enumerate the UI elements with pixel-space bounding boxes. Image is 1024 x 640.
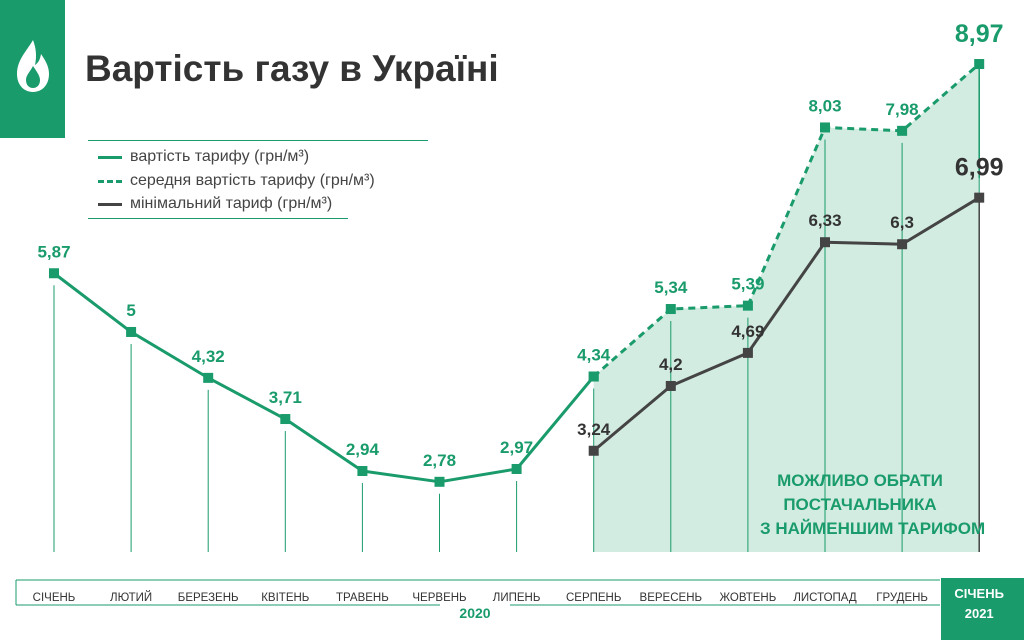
min-tariff-point: [742, 347, 753, 358]
x-tick-label: ЧЕРВЕНЬ: [412, 592, 466, 604]
x-tick-label: СІЧЕНЬ: [33, 592, 76, 604]
tariff-point: [434, 476, 445, 487]
x-tick-label: ЛИПЕНЬ: [493, 592, 541, 604]
legend-item-avg: середня вартість тарифу (грн/м³): [98, 170, 375, 192]
tariff-data-label: 2,97: [500, 438, 533, 457]
legend-rule-top: [88, 140, 428, 141]
min-tariff-data-label: 3,24: [577, 420, 611, 439]
tariff-data-label: 5: [126, 301, 135, 320]
logo-box: [0, 0, 65, 138]
tariff-data-label: 5,87: [37, 242, 70, 261]
x-tick-label: СЕРПЕНЬ: [566, 592, 621, 604]
tariff-point: [357, 466, 368, 477]
x-tick-label: ЖОВТЕНЬ: [720, 592, 777, 604]
avg-tariff-point: [897, 125, 908, 136]
tariff-point: [49, 268, 59, 279]
legend-swatch-solid-green: [98, 155, 122, 159]
year-2020-label: 2020: [459, 605, 490, 621]
avg-tariff-data-label: 8,03: [808, 96, 841, 115]
legend-swatch-dashed-green: [98, 179, 122, 183]
avg-tariff-data-label: 5,34: [654, 278, 688, 297]
flame-icon: [17, 40, 49, 92]
tariff-data-label: 2,78: [423, 451, 456, 470]
min-tariff-data-label: 6,33: [808, 211, 841, 230]
x-tick-label: ЛИСТОПАД: [793, 592, 857, 604]
legend-label-tariff: вартість тарифу (грн/м³): [130, 148, 310, 165]
avg-tariff-line: [592, 62, 981, 378]
legend-label-avg: середня вартість тарифу (грн/м³): [130, 172, 375, 189]
avg-tariff-data-label: 7,98: [886, 100, 919, 119]
legend-rule-bottom: [88, 218, 348, 219]
x-tick-label: БЕРЕЗЕНЬ: [178, 592, 239, 604]
min-tariff-point: [974, 192, 985, 203]
year-2021-box: [941, 578, 1024, 640]
x-tick-label: ТРАВЕНЬ: [336, 592, 389, 604]
legend-swatch-solid-dark: [98, 202, 122, 206]
x-tick-label: КВІТЕНЬ: [261, 592, 309, 604]
min-tariff-data-label: 6,99: [955, 154, 1004, 182]
tariff-point: [280, 414, 291, 425]
min-tariff-data-label: 4,2: [659, 355, 683, 374]
tariff-point: [126, 326, 137, 337]
legend-label-min: мінімальний тариф (грн/м³): [130, 195, 333, 212]
min-tariff-point: [820, 237, 830, 248]
min-tariff-point: [665, 380, 676, 391]
avg-tariff-point: [588, 371, 599, 382]
avg-tariff-point: [974, 59, 985, 70]
min-tariff-point: [588, 445, 599, 456]
avg-tariff-point: [665, 304, 676, 315]
tariff-data-label: 2,94: [346, 440, 380, 459]
avg-tariff-data-label: 8,97: [955, 20, 1004, 48]
shaded-area: [593, 64, 980, 553]
page-title: Вартість газу в Україні: [85, 48, 499, 89]
min-tariff-data-label: 4,69: [731, 322, 764, 341]
tariff-point: [203, 372, 214, 383]
x-tick-label: ВЕРЕСЕНЬ: [640, 592, 703, 604]
callout-line-1: МОЖЛИВО ОБРАТИ: [777, 471, 943, 490]
callout-line-3: З НАЙМЕНШИМ ТАРИФОМ: [760, 519, 986, 538]
avg-tariff-point: [742, 300, 753, 311]
legend-item-tariff: вартість тарифу (грн/м³): [98, 146, 309, 168]
avg-tariff-data-label: 5,39: [731, 275, 764, 294]
x-tick-label: СІЧЕНЬ: [954, 586, 1004, 601]
avg-tariff-point: [820, 122, 830, 133]
year-2021-label: 2021: [965, 606, 994, 621]
tariff-data-label: 4,34: [577, 346, 611, 365]
min-tariff-data-label: 6,3: [890, 213, 914, 232]
x-tick-label: ЛЮТИЙ: [110, 591, 152, 604]
tariff-data-label: 3,71: [269, 388, 302, 407]
tariff-line: [53, 272, 595, 484]
min-tariff-line: [592, 196, 980, 452]
min-tariff-point: [897, 239, 908, 250]
callout-line-2: ПОСТАЧАЛЬНИКА: [783, 495, 937, 514]
tariff-data-label: 4,32: [192, 347, 225, 366]
legend-item-min: мінімальний тариф (грн/м³): [98, 193, 332, 215]
x-tick-label: ГРУДЕНЬ: [876, 592, 928, 604]
tariff-point: [511, 463, 522, 474]
supplier-callout: МОЖЛИВО ОБРАТИ ПОСТАЧАЛЬНИКА З НАЙМЕНШИМ…: [760, 469, 986, 541]
